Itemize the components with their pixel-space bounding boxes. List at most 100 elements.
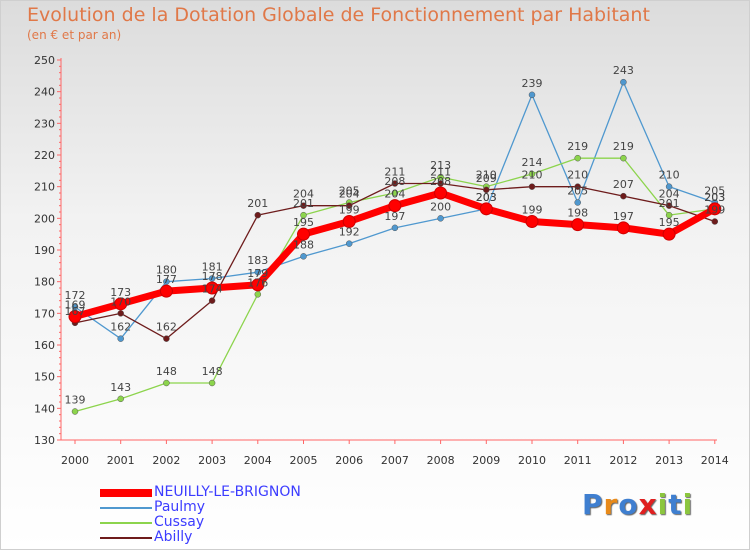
data-point xyxy=(163,379,170,387)
data-point xyxy=(163,335,170,342)
data-point xyxy=(571,218,585,232)
data-point xyxy=(525,215,539,228)
data-label: 170 xyxy=(110,295,131,308)
x-tick-label: 2002 xyxy=(152,454,180,467)
data-point xyxy=(437,215,444,222)
data-label: 198 xyxy=(567,207,588,220)
data-point xyxy=(300,253,307,260)
brand-letter: t xyxy=(668,488,683,521)
data-point xyxy=(665,202,673,209)
data-label: 214 xyxy=(522,156,543,169)
data-label: 195 xyxy=(659,216,680,229)
data-label: 178 xyxy=(202,270,223,283)
x-tick-label: 2001 xyxy=(107,454,135,467)
brand-letter: i xyxy=(657,488,669,521)
brand-letter: o xyxy=(618,488,639,521)
legend-label-cussay: Cussay xyxy=(154,514,205,530)
data-label: 174 xyxy=(202,283,223,296)
data-label: 180 xyxy=(156,264,177,277)
data-point xyxy=(437,173,444,181)
x-tick-label: 2010 xyxy=(518,454,546,467)
data-label: 200 xyxy=(430,200,451,213)
data-point xyxy=(528,183,536,190)
data-point xyxy=(665,211,673,219)
data-label: 203 xyxy=(476,191,497,204)
data-label: 204 xyxy=(384,188,405,201)
data-label: 201 xyxy=(247,197,268,210)
data-label: 197 xyxy=(613,210,634,223)
data-point xyxy=(388,199,402,213)
data-label: 143 xyxy=(110,381,131,394)
y-tick-label: 200 xyxy=(34,212,55,225)
data-label: 207 xyxy=(613,178,634,191)
brand-letter: i xyxy=(682,488,694,521)
data-point xyxy=(483,186,490,194)
data-label: 213 xyxy=(430,159,451,172)
brand-letter: P xyxy=(582,488,604,521)
brand-letter: r xyxy=(603,488,619,521)
data-point xyxy=(479,202,493,216)
data-label: 179 xyxy=(247,267,268,280)
data-point xyxy=(574,183,581,190)
legend-swatch-paulmy xyxy=(100,507,152,509)
data-label: 169 xyxy=(65,299,86,312)
data-label: 162 xyxy=(110,321,131,334)
data-point xyxy=(391,224,399,232)
data-label: 199 xyxy=(704,204,725,217)
data-label: 208 xyxy=(384,175,405,188)
data-point xyxy=(662,227,676,241)
data-label: 195 xyxy=(293,216,314,229)
data-label: 211 xyxy=(384,166,405,179)
y-tick-label: 130 xyxy=(34,434,55,447)
y-tick-label: 170 xyxy=(34,307,55,320)
data-point xyxy=(71,408,79,415)
y-tick-label: 140 xyxy=(34,402,55,415)
data-label: 188 xyxy=(293,238,314,251)
data-point xyxy=(574,199,581,206)
x-tick-label: 2014 xyxy=(701,454,729,467)
data-point xyxy=(345,202,353,209)
legend-swatch-neuilly xyxy=(100,489,152,497)
data-label: 211 xyxy=(430,166,451,179)
data-point xyxy=(391,189,399,197)
data-label: 239 xyxy=(522,77,543,90)
data-point xyxy=(68,310,82,323)
data-point xyxy=(297,227,310,241)
x-tick-label: 2011 xyxy=(564,454,592,467)
legend-label-neuilly: NEUILLY-LE-BRIGNON xyxy=(154,484,301,500)
x-tick-label: 2008 xyxy=(427,454,455,467)
data-label: 243 xyxy=(613,64,634,77)
x-tick-label: 2004 xyxy=(244,454,272,467)
data-point xyxy=(620,78,627,86)
legend-swatch-cussay xyxy=(100,522,152,524)
data-point xyxy=(391,180,399,187)
data-point xyxy=(117,395,124,403)
data-point xyxy=(205,281,219,295)
data-point xyxy=(574,154,581,162)
data-label: 209 xyxy=(476,172,497,185)
data-label: 201 xyxy=(659,197,680,210)
y-tick-label: 210 xyxy=(34,181,55,194)
data-label: 210 xyxy=(522,169,543,182)
x-tick-label: 2009 xyxy=(472,454,500,467)
data-point xyxy=(117,310,124,317)
data-label: 210 xyxy=(476,169,497,182)
data-label: 199 xyxy=(339,204,360,217)
data-label: 203 xyxy=(704,191,725,204)
data-point xyxy=(159,284,173,298)
data-point xyxy=(665,183,673,190)
data-label: 204 xyxy=(659,188,680,201)
data-label: 177 xyxy=(156,273,177,286)
data-point xyxy=(114,297,128,311)
data-point xyxy=(711,218,719,225)
data-point xyxy=(434,186,448,200)
data-label: 172 xyxy=(65,289,86,302)
data-label: 197 xyxy=(384,210,405,223)
data-label: 205 xyxy=(339,185,360,198)
y-tick-label: 190 xyxy=(34,244,55,257)
chart-subtitle: (en € et par an) xyxy=(27,28,122,42)
data-point xyxy=(528,170,536,178)
data-point xyxy=(708,202,722,216)
